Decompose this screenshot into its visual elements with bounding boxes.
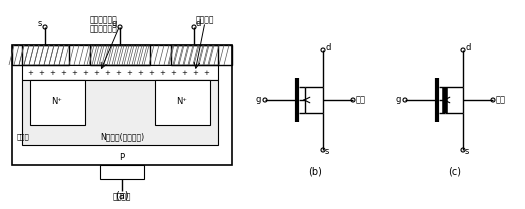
- Bar: [171, 45, 218, 65]
- Text: 脟底引线: 脟底引线: [113, 192, 131, 201]
- Bar: [22, 45, 69, 65]
- Bar: [12, 45, 232, 65]
- Text: +: +: [181, 70, 187, 76]
- Bar: [30, 80, 85, 125]
- Text: N⁺: N⁺: [51, 98, 62, 107]
- Text: N⁺: N⁺: [176, 98, 187, 107]
- Text: d: d: [325, 42, 330, 51]
- Text: 脟底: 脟底: [356, 96, 366, 104]
- Text: N型沟道(初始沟道): N型沟道(初始沟道): [100, 133, 144, 141]
- Bar: [22, 80, 218, 145]
- Text: s: s: [38, 19, 42, 28]
- Text: +: +: [38, 70, 44, 76]
- Text: 离子的绍缘层: 离子的绍缘层: [90, 24, 118, 33]
- Text: d: d: [196, 19, 202, 28]
- Text: +: +: [115, 70, 121, 76]
- Bar: [90, 45, 150, 65]
- Text: 二氧化硅: 二氧化硅: [196, 15, 215, 24]
- Text: +: +: [71, 70, 77, 76]
- Text: (a): (a): [115, 190, 129, 200]
- Bar: [22, 65, 218, 80]
- Text: d: d: [465, 42, 470, 51]
- Text: s: s: [465, 148, 469, 157]
- Bar: [155, 80, 210, 125]
- Text: (b): (b): [308, 167, 322, 177]
- Bar: [12, 45, 232, 165]
- Text: g: g: [396, 96, 401, 104]
- Text: +: +: [148, 70, 154, 76]
- Text: +: +: [170, 70, 176, 76]
- Text: +: +: [159, 70, 165, 76]
- Text: +: +: [203, 70, 209, 76]
- Text: 掺杂后具有正: 掺杂后具有正: [90, 15, 118, 24]
- Text: +: +: [49, 70, 55, 76]
- Text: s: s: [325, 148, 329, 157]
- Text: 耗尽层: 耗尽层: [17, 134, 30, 140]
- Text: +: +: [126, 70, 132, 76]
- Text: 脟底: 脟底: [496, 96, 506, 104]
- Text: +: +: [60, 70, 66, 76]
- Text: g: g: [112, 19, 117, 28]
- Text: +: +: [27, 70, 33, 76]
- Text: +: +: [104, 70, 110, 76]
- Text: (c): (c): [448, 167, 461, 177]
- Bar: [100, 165, 144, 179]
- Text: +: +: [93, 70, 99, 76]
- Text: +: +: [82, 70, 88, 76]
- Text: +: +: [137, 70, 143, 76]
- Text: +: +: [192, 70, 198, 76]
- Text: g: g: [256, 96, 261, 104]
- Text: P: P: [120, 153, 124, 162]
